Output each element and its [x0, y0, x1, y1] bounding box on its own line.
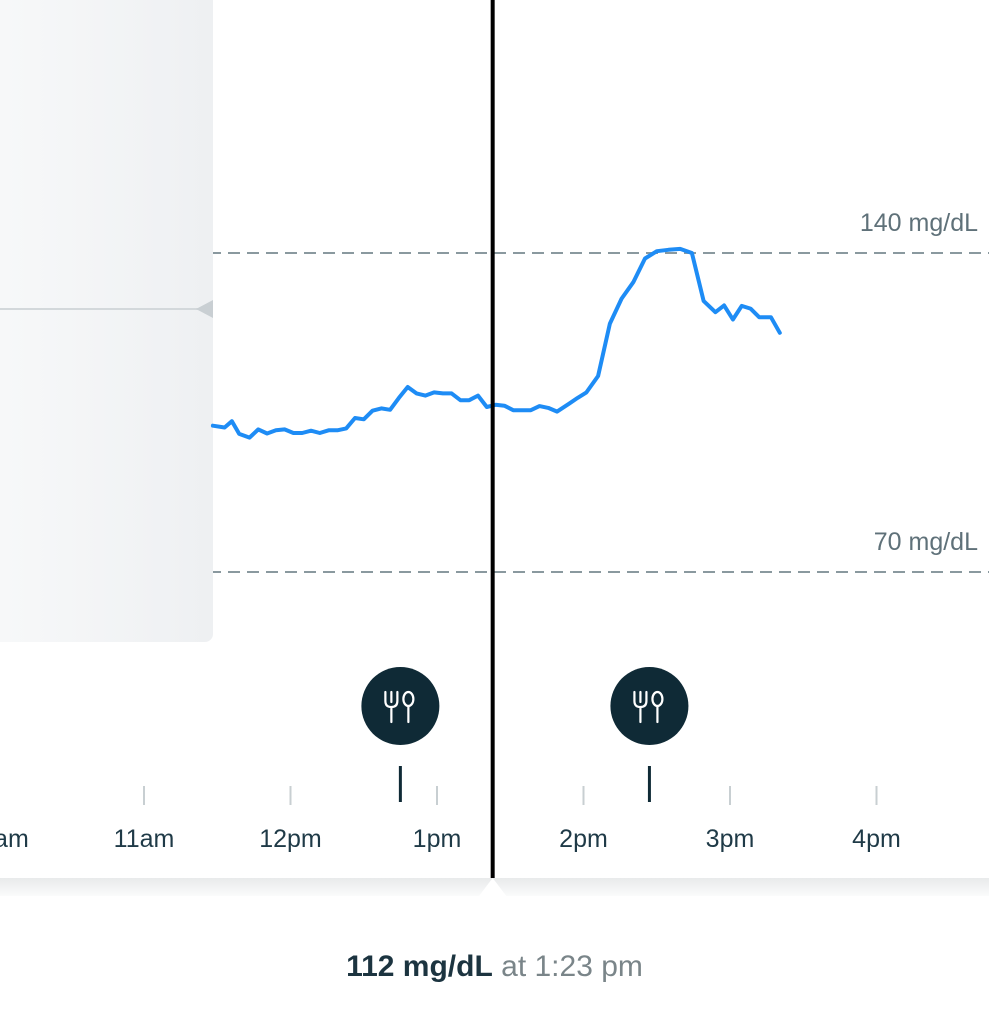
glucose-line — [210, 246, 782, 440]
reference-label: 70 mg/dL — [874, 528, 978, 556]
x-tick-label: 11am — [114, 825, 175, 853]
fork-shape — [633, 690, 648, 724]
selected-time: at 1:23 pm — [501, 950, 643, 983]
fork-and-spoon-icon — [384, 690, 415, 724]
reading-bar — [0, 896, 989, 1024]
meal-marker — [361, 667, 440, 802]
meal-marker — [610, 667, 689, 802]
x-tick-label: 10am — [0, 825, 29, 853]
reference-label: 140 mg/dL — [860, 209, 978, 237]
x-tick-label: 12pm — [259, 825, 322, 853]
meal-marker-badge — [610, 667, 689, 745]
x-tick-label: 2pm — [559, 825, 608, 853]
selected-value: 112 mg/dL — [346, 950, 493, 983]
tooltip-panel — [0, 0, 213, 642]
meal-marker-badge — [361, 667, 440, 745]
fork-shape — [384, 690, 399, 724]
tooltip-pointer — [196, 300, 213, 318]
x-tick-label: 3pm — [706, 825, 755, 853]
x-tick-label: 1pm — [413, 825, 462, 853]
cursor-pointer — [476, 878, 509, 899]
x-tick-label: 4pm — [852, 825, 901, 853]
fork-and-spoon-icon — [633, 690, 664, 724]
selected-reading: 112 mg/dL at 1:23 pm — [0, 950, 989, 984]
